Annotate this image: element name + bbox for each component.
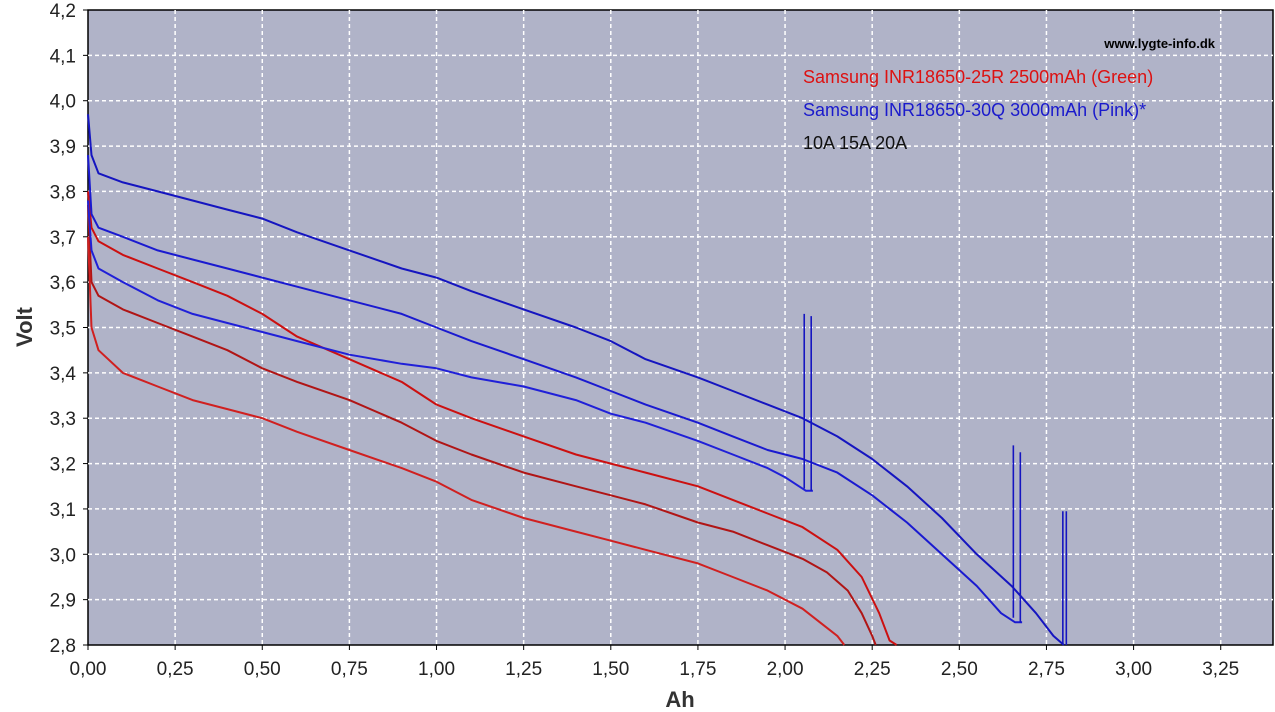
- x-tick-label: 3,00: [1115, 659, 1152, 680]
- y-tick-labels: 2,8 2,9 3,0 3,1 3,2 3,3 3,4 3,5 3,6 3,7 3,8 3,9 4,0 4…: [50, 1, 77, 657]
- x-tick-label: 1,00: [418, 659, 455, 680]
- legend-item-currents: 10A 15A 20A: [803, 133, 907, 153]
- x-tick-labels: 0,00 0,25 0,50 0,75 1,00 1,25 1,50 1,75 2,00 2,25…: [70, 659, 1240, 680]
- y-tick-label: 3,5: [50, 319, 76, 340]
- spike-lines: [803, 313, 1068, 645]
- series-line-25r-2: [87, 236, 846, 646]
- y-axis-label: Volt: [12, 306, 37, 347]
- x-tick-label: 0,00: [70, 659, 107, 680]
- x-tick-label: 2,25: [854, 659, 891, 680]
- legend-item-25r: Samsung INR18650-25R 2500mAh (Green): [803, 67, 1153, 87]
- y-tick-label: 3,3: [50, 409, 76, 430]
- x-tick-label: 3,25: [1202, 659, 1239, 680]
- y-tick-label: 4,2: [50, 1, 76, 22]
- series-lines: [87, 114, 1065, 646]
- y-tick-label: 3,9: [50, 137, 76, 158]
- y-tick-label: 4,0: [50, 92, 76, 113]
- y-tick-label: 4,1: [50, 46, 76, 67]
- y-tick-label: 3,7: [50, 228, 76, 249]
- x-tick-label: 0,75: [331, 659, 368, 680]
- x-axis-label: Ah: [665, 687, 694, 712]
- series-line-30q-4: [87, 155, 1023, 624]
- y-tick-label: 3,6: [50, 273, 76, 294]
- x-tick-label: 1,50: [592, 659, 629, 680]
- y-tick-label: 3,8: [50, 182, 76, 203]
- y-tick-label: 2,8: [50, 636, 76, 657]
- series-line-30q-3: [87, 114, 1065, 646]
- grid-lines: [83, 9, 1273, 650]
- watermark-text: www.lygte-info.dk: [1103, 36, 1216, 51]
- x-tick-label: 2,00: [767, 659, 804, 680]
- x-tick-label: 2,50: [941, 659, 978, 680]
- y-tick-label: 3,4: [50, 364, 77, 385]
- y-tick-label: 3,1: [50, 500, 76, 521]
- series-line-30q-5: [87, 200, 813, 492]
- legend-item-30q: Samsung INR18650-30Q 3000mAh (Pink)*: [803, 100, 1146, 120]
- y-tick-label: 3,2: [50, 455, 76, 476]
- x-tick-label: 1,75: [679, 659, 716, 680]
- x-tick-label: 2,75: [1028, 659, 1065, 680]
- y-tick-label: 3,0: [50, 545, 76, 566]
- y-tick-label: 2,9: [50, 591, 76, 612]
- series-line-25r-0: [87, 191, 898, 646]
- x-tick-label: 0,50: [244, 659, 281, 680]
- x-tick-label: 1,25: [505, 659, 542, 680]
- x-tick-label: 0,25: [157, 659, 194, 680]
- series-line-25r-1: [87, 204, 877, 646]
